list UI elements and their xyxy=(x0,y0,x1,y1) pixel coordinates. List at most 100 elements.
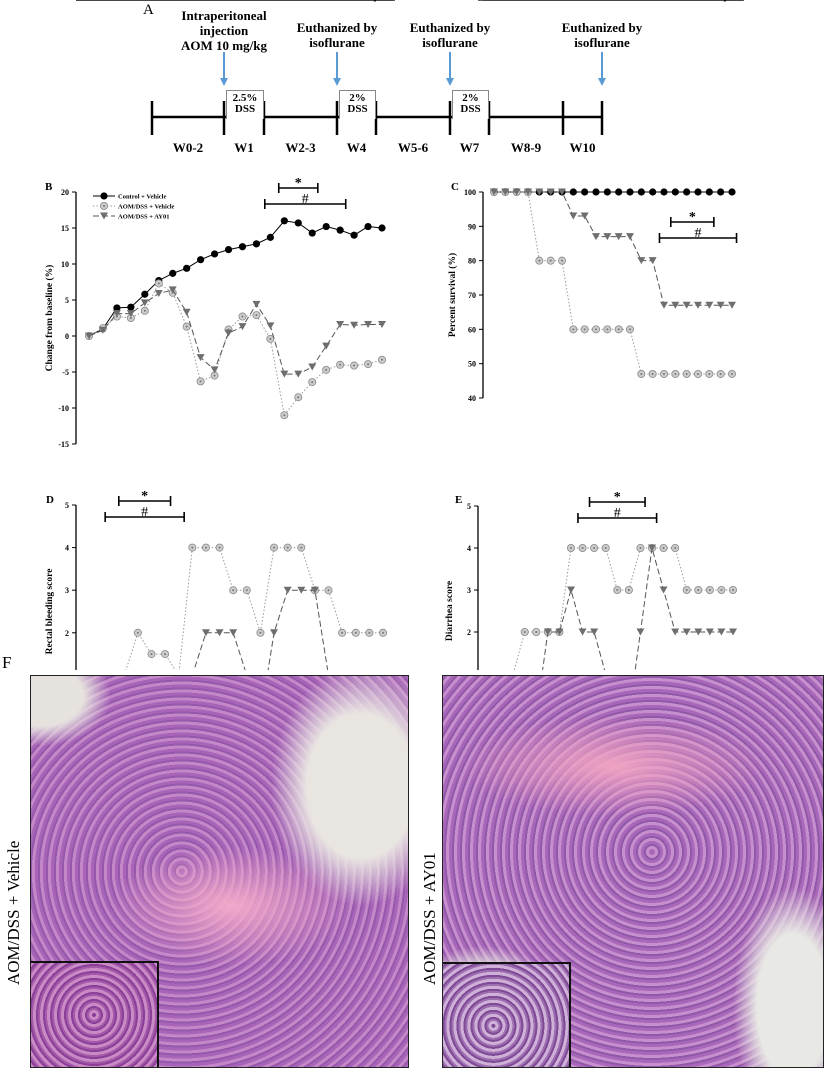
marker-triangle-down xyxy=(378,320,386,328)
marker-circle-dotted xyxy=(580,325,589,334)
x-tick-label: Sacrifice xyxy=(708,0,736,2)
marker-center xyxy=(297,396,300,399)
x-tick-label: wk 5.5 xyxy=(600,0,620,2)
marker-center xyxy=(259,631,262,634)
marker-center xyxy=(213,374,216,377)
marker-center xyxy=(204,546,207,549)
x-tick-label: wk 10 xyxy=(706,0,724,2)
marker-circle-dotted xyxy=(716,369,725,378)
marker-circle-dotted xyxy=(378,628,387,637)
marker-circle-dotted xyxy=(350,361,359,370)
series-line xyxy=(88,282,383,417)
marker-center xyxy=(325,368,328,371)
arrow-head-icon xyxy=(598,78,606,86)
marker-center xyxy=(697,372,699,375)
x-tick-label: wk 2.0 xyxy=(128,0,148,2)
marker-center xyxy=(720,589,723,591)
marker-triangle-down xyxy=(98,326,107,334)
marker-triangle-down xyxy=(294,370,303,378)
marker-triangle-down xyxy=(694,301,702,309)
marker-circle-dotted xyxy=(280,411,289,420)
marker-center xyxy=(311,381,314,384)
marker-triangle-down xyxy=(648,257,657,265)
marker-center xyxy=(617,328,620,331)
week-label: W0-2 xyxy=(172,140,204,155)
marker-circle-dotted xyxy=(201,543,210,552)
y-axis-label: Diarrhea score xyxy=(445,581,455,641)
marker-circle-dotted xyxy=(546,256,555,265)
x-tick-label: wk 0 xyxy=(86,0,101,2)
x-tick-label: wk 7.5 xyxy=(647,0,667,2)
x-tick-label: wk 5.5 xyxy=(230,0,250,2)
week-label: W4 xyxy=(346,140,367,155)
marker-triangle-down xyxy=(322,342,331,350)
series-line xyxy=(193,589,329,670)
legend-label: Control + Vehicle xyxy=(118,194,166,201)
marker-circle-dotted xyxy=(626,325,635,334)
x-tick-label: wk 7 xyxy=(276,0,291,2)
marker-triangle-down xyxy=(308,363,317,371)
marker-triangle-down xyxy=(280,370,289,378)
marker-center xyxy=(255,314,258,317)
marker-center xyxy=(164,653,167,656)
x-tick-label: wk 10 xyxy=(353,0,371,2)
x-tick-label: wk 6.0 xyxy=(612,0,632,2)
marker-center xyxy=(685,372,688,375)
x-tick-label: wk 7.0 xyxy=(635,0,655,2)
marker-center xyxy=(572,328,575,331)
timeline-event-line: AOM 10 mg/kg xyxy=(181,38,267,53)
x-tick-label: wk 6 xyxy=(619,0,634,2)
timeline-event: Euthanized by isoflurane xyxy=(562,20,643,50)
marker-triangle-down xyxy=(126,310,135,318)
marker-triangle-down xyxy=(648,544,656,552)
marker-circle-filled xyxy=(224,246,233,254)
timeline-event-line: isoflurane xyxy=(309,35,365,50)
arrow-head-icon xyxy=(446,78,454,86)
significance-symbol: * xyxy=(295,176,302,191)
chart-panel-b: B -15 -10 -5 0 5 10 15 20 wk 0.0wk 0.5wk 1.0wk 1.… xyxy=(44,0,393,449)
marker-circle-dotted xyxy=(705,369,714,378)
marker-center xyxy=(283,414,286,417)
marker-triangle-down xyxy=(546,188,555,196)
marker-triangle-down xyxy=(501,188,510,196)
marker-center xyxy=(157,282,160,285)
marker-center xyxy=(103,205,105,207)
marker-center xyxy=(136,631,139,634)
marker-circle-filled xyxy=(569,188,577,196)
y-tick-label: 3 xyxy=(65,586,69,595)
significance-symbol: # xyxy=(302,192,309,207)
marker-center xyxy=(640,372,643,375)
x-tick-label: wk 3 xyxy=(551,0,566,2)
marker-circle-filled xyxy=(322,222,330,231)
marker-circle-filled xyxy=(581,188,589,196)
marker-triangle-down xyxy=(682,628,691,636)
marker-circle-dotted xyxy=(188,543,197,552)
marker-circle-dotted xyxy=(705,586,714,595)
marker-center xyxy=(368,631,371,634)
x-tick-label: wk 8.0 xyxy=(658,0,678,2)
marker-triangle-down xyxy=(729,628,737,636)
marker-circle-filled xyxy=(294,219,302,227)
marker-triangle-down xyxy=(266,322,275,330)
marker-triangle-down xyxy=(252,300,261,308)
marker-triangle-down xyxy=(283,586,292,594)
marker-circle-filled xyxy=(660,188,668,196)
arrow-head-icon xyxy=(333,78,341,86)
charts: B-15-10-505101520wk 0.0wk 0.5wk 1.0wk 1.… xyxy=(44,0,744,670)
week-label: W5-6 xyxy=(397,140,429,155)
x-tick-label: wk 8.5 xyxy=(309,0,329,2)
marker-triangle-down xyxy=(182,308,191,316)
x-tick-label: wk 3.5 xyxy=(556,0,576,2)
marker-circle-filled xyxy=(649,188,657,196)
marker-circle-dotted xyxy=(210,371,219,380)
marker-circle-dotted xyxy=(603,325,612,334)
x-tick-label: wk 4.5 xyxy=(577,0,597,2)
marker-center xyxy=(674,372,677,375)
marker-circle-filled xyxy=(694,188,702,196)
y-tick-label: 3 xyxy=(467,586,471,595)
marker-circle-filled xyxy=(626,188,634,196)
x-tick-label: wk 8 xyxy=(304,0,319,2)
marker-center xyxy=(732,589,734,591)
series-line xyxy=(125,547,383,670)
marker-circle-dotted xyxy=(266,334,275,343)
